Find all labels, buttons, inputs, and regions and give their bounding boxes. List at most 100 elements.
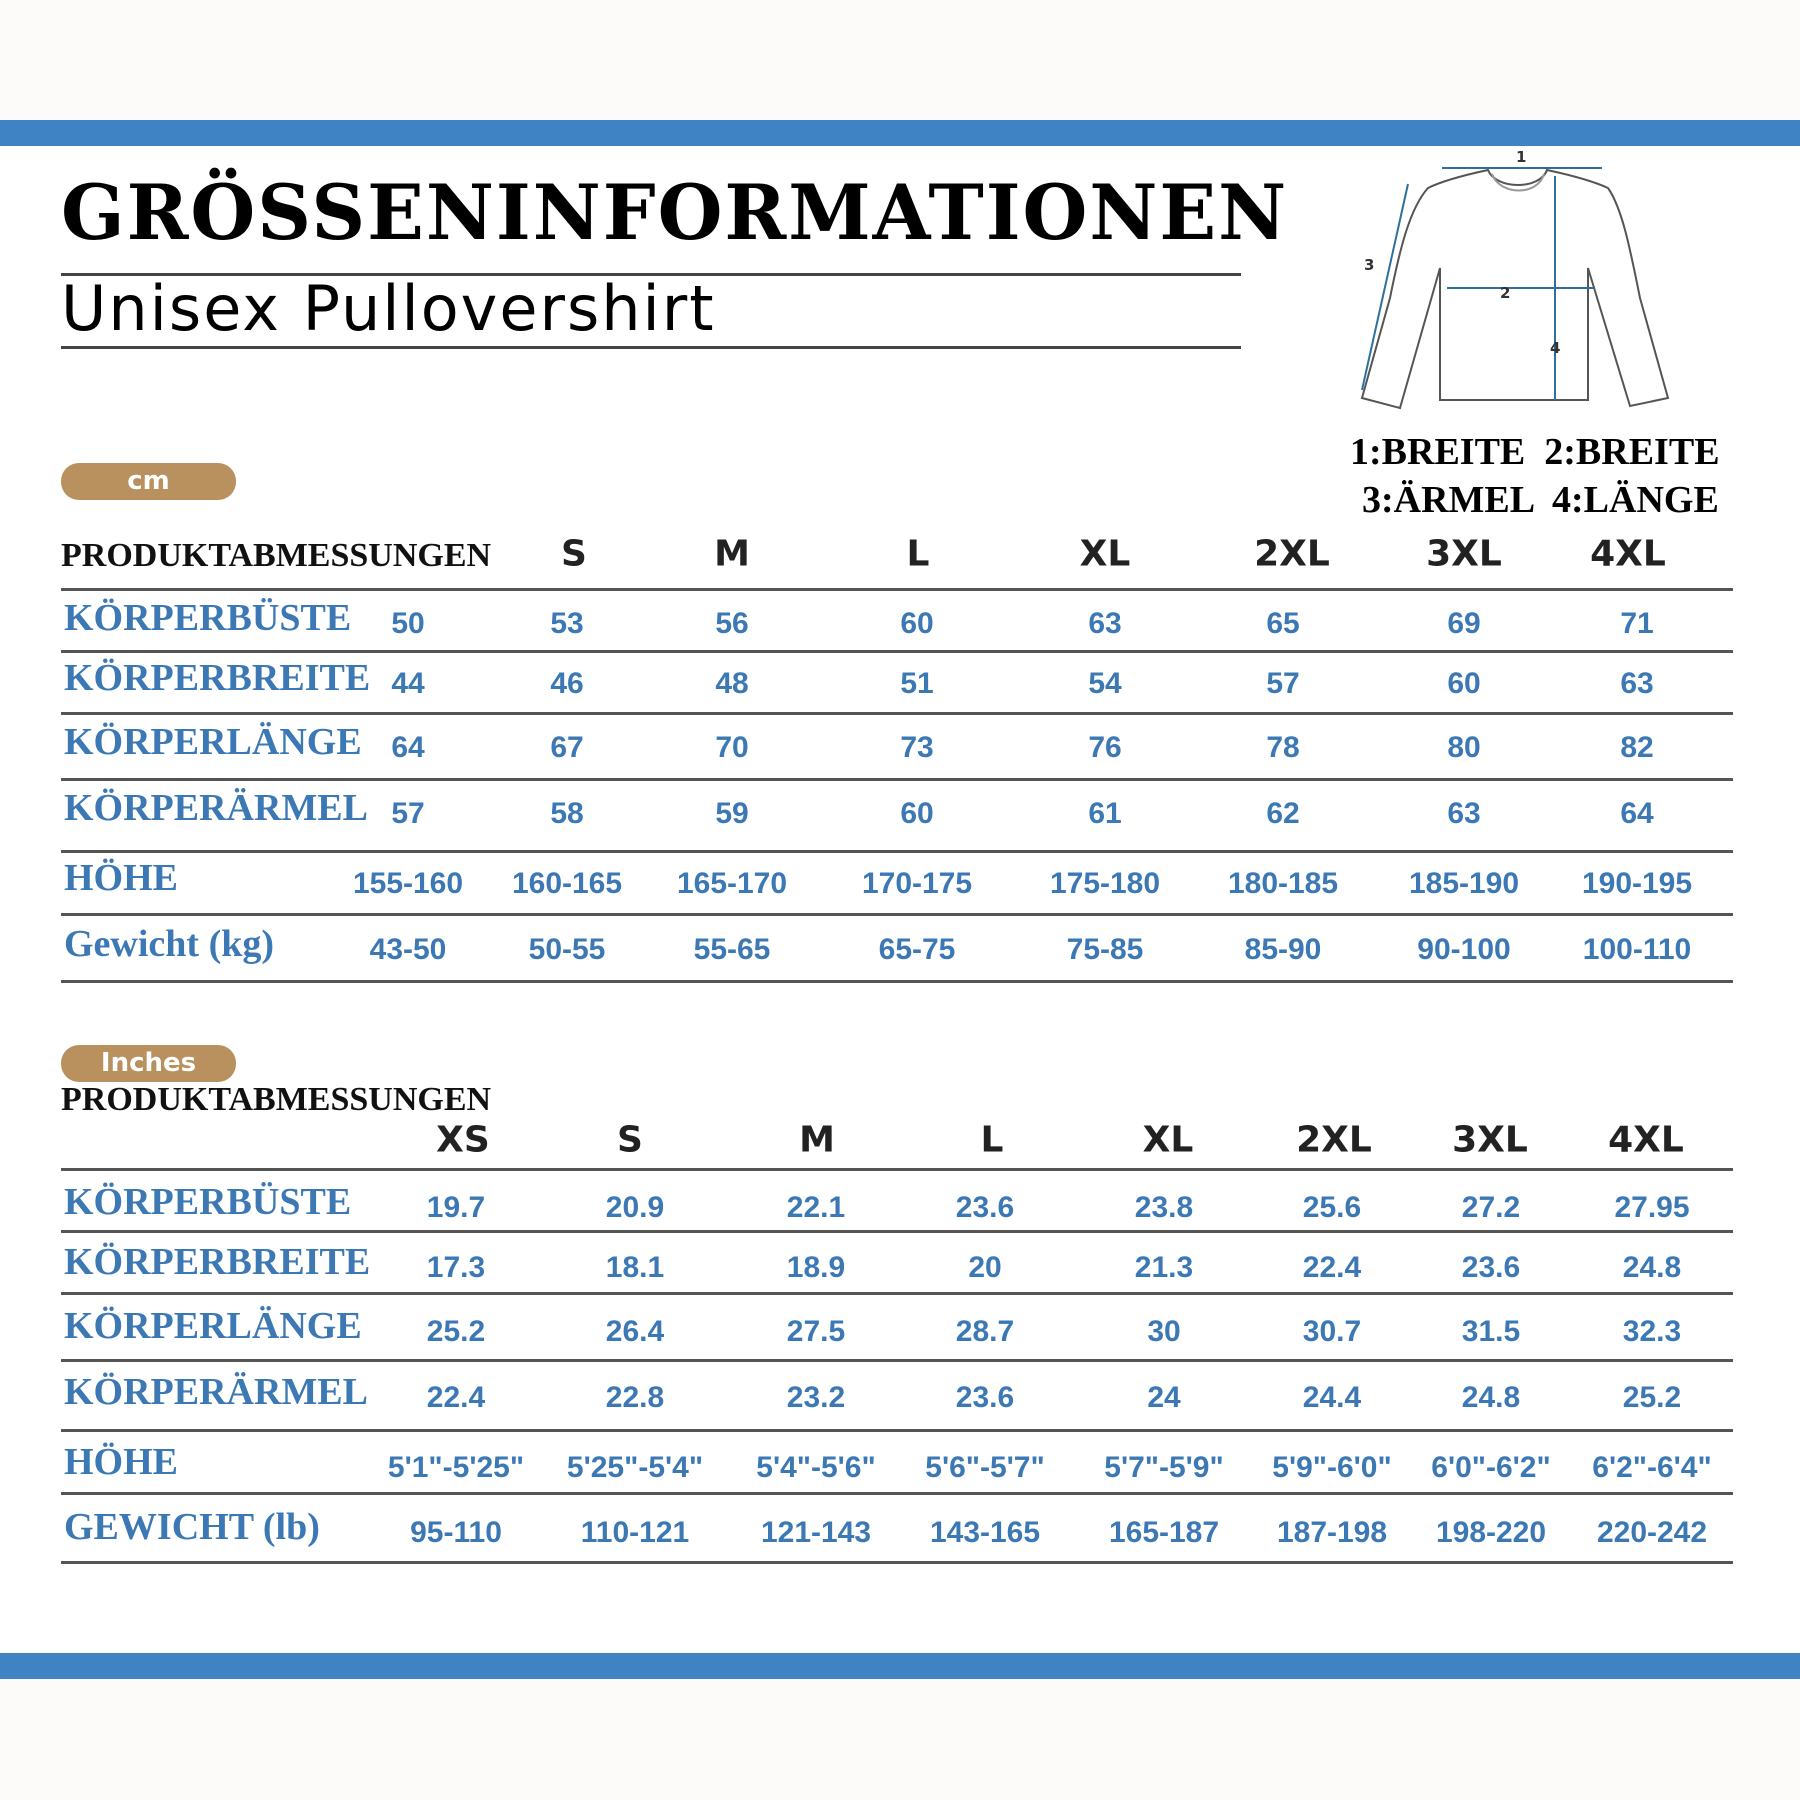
- table-cell: 62: [1266, 797, 1300, 830]
- row-label: KÖRPERÄRMEL: [64, 1371, 368, 1413]
- table-cell: 5'1"-5'25": [387, 1451, 525, 1484]
- table-cell: 25.2: [1622, 1381, 1682, 1414]
- table-cell: 48: [715, 667, 749, 700]
- row-label: HÖHE: [64, 1441, 179, 1483]
- size-header: XS: [436, 1119, 490, 1161]
- table-cell: 85-90: [1244, 933, 1322, 966]
- unit-badge: cm: [61, 463, 236, 500]
- row-divider: [61, 1230, 1733, 1233]
- table-cell: 21.3: [1134, 1251, 1194, 1284]
- table-cell: 43-50: [369, 933, 447, 966]
- table-cell: 5'6"-5'7": [925, 1451, 1045, 1484]
- row-label: GEWICHT (lb): [64, 1506, 320, 1548]
- table-cell: 67: [550, 731, 584, 764]
- table-cell: 57: [391, 797, 425, 830]
- table-cell: 121-143: [760, 1516, 872, 1549]
- table-cell: 22.4: [426, 1381, 486, 1414]
- table-cell: 17.3: [426, 1251, 486, 1284]
- table-cell: 64: [1620, 797, 1654, 830]
- table-cell: 27.5: [786, 1315, 846, 1348]
- table-cell: 44: [391, 667, 425, 700]
- table-cell: 50-55: [528, 933, 606, 966]
- title-divider: [61, 273, 1241, 276]
- row-divider: [61, 980, 1733, 983]
- table-cell: 22.8: [605, 1381, 665, 1414]
- table-cell: 57: [1266, 667, 1300, 700]
- row-divider: [61, 1492, 1733, 1495]
- table-cell: 73: [900, 731, 934, 764]
- marker-3: 3: [1364, 256, 1374, 274]
- table-cell: 23.6: [955, 1381, 1015, 1414]
- table-cell: 60: [900, 607, 934, 640]
- table-cell: 20.9: [605, 1191, 665, 1224]
- table-cell: 185-190: [1408, 867, 1520, 900]
- size-header: L: [906, 533, 930, 575]
- table-cell: 175-180: [1049, 867, 1161, 900]
- header-label: PRODUKTABMESSUNGEN: [61, 1081, 492, 1118]
- row-divider: [61, 1359, 1733, 1362]
- table-cell: 25.2: [426, 1315, 486, 1348]
- row-divider: [61, 1168, 1733, 1171]
- table-cell: 95-110: [410, 1516, 502, 1549]
- size-header: M: [714, 533, 750, 575]
- unit-badge: Inches: [61, 1045, 236, 1082]
- size-header: 4XL: [1590, 533, 1666, 575]
- table-cell: 46: [550, 667, 584, 700]
- table-cell: 54: [1088, 667, 1122, 700]
- row-divider: [61, 588, 1733, 591]
- table-cell: 24: [1147, 1381, 1181, 1414]
- size-header: XL: [1142, 1119, 1194, 1161]
- long-sleeve-shirt-measurement-icon: 1 2 3 4: [1360, 148, 1670, 410]
- table-cell: 110-121: [580, 1516, 690, 1549]
- row-label: KÖRPERBREITE: [64, 657, 371, 699]
- table-cell: 69: [1447, 607, 1481, 640]
- row-label: KÖRPERBÜSTE: [64, 597, 352, 639]
- row-label: HÖHE: [64, 857, 179, 899]
- table-cell: 70: [715, 731, 749, 764]
- table-cell: 90-100: [1417, 933, 1511, 966]
- row-label: KÖRPERBÜSTE: [64, 1181, 352, 1223]
- table-cell: 18.1: [605, 1251, 665, 1284]
- table-cell: 23.6: [955, 1191, 1015, 1224]
- row-divider: [61, 913, 1733, 916]
- table-cell: 19.7: [426, 1191, 486, 1224]
- size-header: L: [980, 1119, 1004, 1161]
- legend-line-1: 1:BREITE 2:BREITE: [1350, 431, 1720, 473]
- table-cell: 220-242: [1596, 1516, 1708, 1549]
- table-cell: 22.4: [1302, 1251, 1362, 1284]
- table-cell: 100-110: [1582, 933, 1692, 966]
- table-cell: 28.7: [955, 1315, 1015, 1348]
- table-cell: 187-198: [1276, 1516, 1388, 1549]
- table-cell: 198-220: [1435, 1516, 1547, 1549]
- row-divider: [61, 1429, 1733, 1432]
- table-cell: 27.2: [1461, 1191, 1521, 1224]
- table-cell: 5'4"-5'6": [756, 1451, 876, 1484]
- size-header: 3XL: [1426, 533, 1502, 575]
- table-cell: 58: [550, 797, 584, 830]
- table-cell: 180-185: [1227, 867, 1339, 900]
- table-cell: 65-75: [878, 933, 956, 966]
- table-cell: 60: [1447, 667, 1481, 700]
- table-cell: 59: [715, 797, 749, 830]
- table-cell: 23.2: [786, 1381, 846, 1414]
- marker-2: 2: [1500, 284, 1510, 302]
- row-divider: [61, 712, 1733, 715]
- table-cell: 165-170: [676, 867, 788, 900]
- table-cell: 20: [968, 1251, 1002, 1284]
- table-cell: 23.6: [1461, 1251, 1521, 1284]
- table-cell: 53: [550, 607, 584, 640]
- table-cell: 82: [1620, 731, 1654, 764]
- marker-4: 4: [1550, 339, 1560, 357]
- size-header: 4XL: [1608, 1119, 1684, 1161]
- table-cell: 24.8: [1461, 1381, 1521, 1414]
- table-cell: 190-195: [1581, 867, 1693, 900]
- size-header: XL: [1079, 533, 1131, 575]
- row-label: KÖRPERLÄNGE: [64, 1305, 362, 1347]
- size-header: 2XL: [1254, 533, 1330, 575]
- row-divider: [61, 850, 1733, 853]
- top-accent-bar: [0, 120, 1800, 146]
- row-divider: [61, 1561, 1733, 1564]
- table-cell: 5'7"-5'9": [1104, 1451, 1224, 1484]
- table-cell: 30: [1147, 1315, 1181, 1348]
- content-panel: [0, 146, 1800, 1653]
